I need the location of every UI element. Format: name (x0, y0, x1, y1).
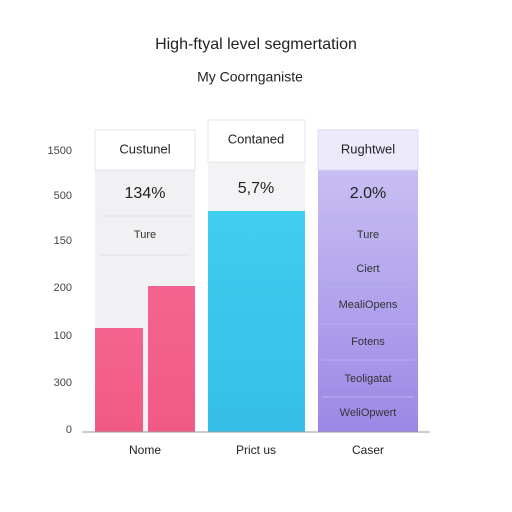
axis-label: 150 (54, 235, 72, 247)
subtitle: My Coornganiste (197, 69, 303, 85)
column-header (317, 129, 419, 171)
column-header-text: Contaned (228, 131, 284, 146)
axis-label: 1500 (48, 145, 72, 157)
column-value: 5,7% (238, 180, 274, 197)
column-header-text: Custunel (119, 141, 170, 156)
dividers (322, 215, 414, 398)
axis-label: 0 (66, 424, 72, 436)
column-label: Nome (129, 443, 161, 457)
row-label: Teoligatat (344, 373, 391, 385)
column-header-text: Rughtwel (341, 141, 395, 156)
axis-label: 200 (54, 282, 72, 294)
axis-label: 500 (54, 190, 72, 202)
axis-label: 100 (54, 330, 72, 342)
bar (148, 286, 195, 432)
axis-label: 300 (54, 377, 72, 389)
column-value: 2.0% (350, 185, 386, 202)
column-header (94, 129, 196, 171)
row-label: Ture (357, 229, 379, 241)
bar (208, 211, 305, 432)
row-label: Fotens (351, 336, 385, 348)
column-label: Prict us (236, 443, 276, 457)
column-label: Caser (352, 443, 384, 457)
column-card (318, 130, 418, 432)
column-header (207, 119, 306, 163)
column-value: 134% (125, 185, 166, 202)
bar (95, 328, 143, 432)
row-label: MealiOpens (339, 299, 398, 311)
row-label: Ciert (356, 263, 379, 275)
row-label: WeliOpwert (340, 407, 397, 419)
title: High-ftyal level segmertation (155, 36, 357, 53)
labels: 1500 500 150 200 100 300 0 Custunel 134% Ture Nome… (48, 131, 398, 457)
row-label: Ture (134, 229, 156, 241)
